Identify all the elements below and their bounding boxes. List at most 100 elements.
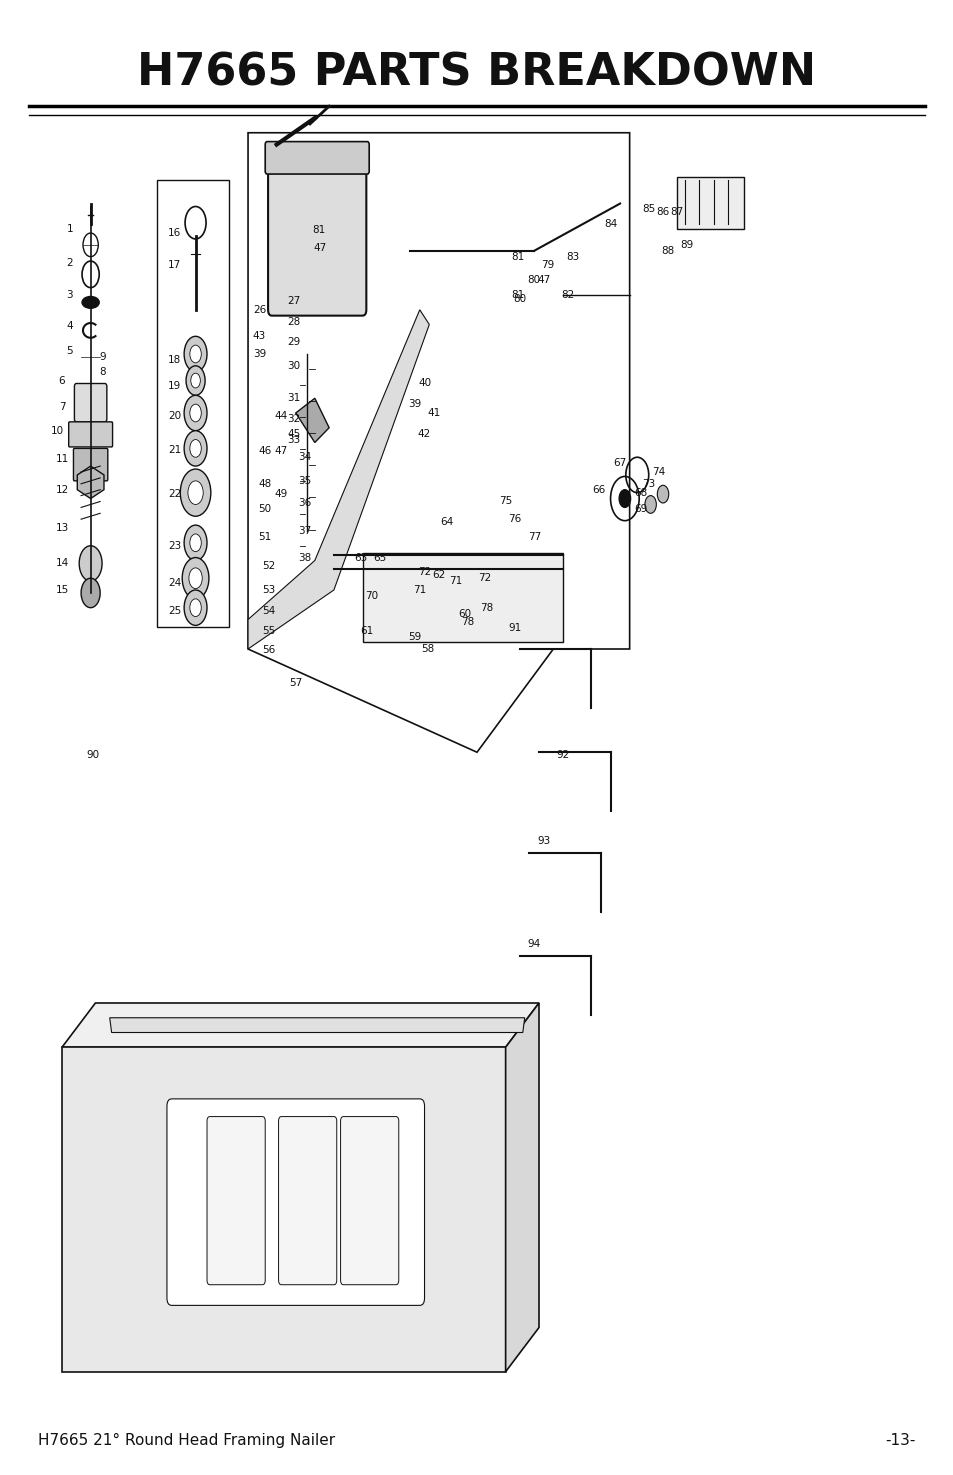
Circle shape	[81, 578, 100, 608]
Text: 70: 70	[365, 591, 378, 600]
FancyBboxPatch shape	[207, 1117, 265, 1285]
Polygon shape	[295, 398, 329, 442]
Text: 68: 68	[634, 488, 647, 497]
Text: 26: 26	[253, 305, 266, 314]
Text: 17: 17	[168, 261, 181, 270]
Text: 58: 58	[420, 645, 434, 653]
Text: 59: 59	[408, 633, 421, 642]
Circle shape	[190, 599, 201, 617]
Text: 6: 6	[59, 376, 65, 385]
Text: 81: 81	[511, 291, 524, 299]
Text: 63: 63	[354, 553, 367, 562]
Text: 71: 71	[413, 586, 426, 594]
Text: 78: 78	[460, 618, 474, 627]
Text: 34: 34	[298, 453, 312, 462]
Text: 93: 93	[537, 836, 550, 845]
Text: 65: 65	[373, 553, 386, 562]
Text: 75: 75	[498, 497, 512, 506]
Text: 69: 69	[634, 504, 647, 513]
Text: 81: 81	[511, 252, 524, 261]
Text: 53: 53	[262, 586, 275, 594]
Text: 22: 22	[168, 490, 181, 499]
Text: H7665 PARTS BREAKDOWN: H7665 PARTS BREAKDOWN	[137, 52, 816, 94]
Text: 82: 82	[560, 291, 574, 299]
Text: 73: 73	[641, 479, 655, 488]
Text: 32: 32	[287, 414, 300, 423]
Text: 90: 90	[86, 751, 99, 760]
Text: 87: 87	[670, 208, 683, 217]
Text: 15: 15	[55, 586, 69, 594]
Text: 91: 91	[508, 624, 521, 633]
Text: 35: 35	[298, 476, 312, 485]
Text: 61: 61	[360, 627, 374, 636]
FancyBboxPatch shape	[278, 1117, 336, 1285]
Text: 49: 49	[274, 490, 288, 499]
Circle shape	[644, 496, 656, 513]
Text: 23: 23	[168, 541, 181, 550]
Text: 21: 21	[168, 445, 181, 454]
Text: 24: 24	[168, 578, 181, 587]
Polygon shape	[505, 1003, 538, 1372]
Circle shape	[184, 395, 207, 431]
Text: 12: 12	[55, 485, 69, 494]
Text: 43: 43	[253, 332, 266, 341]
Text: 64: 64	[439, 518, 453, 527]
Text: 48: 48	[258, 479, 272, 488]
Text: 80: 80	[527, 276, 540, 285]
Circle shape	[190, 345, 201, 363]
Text: 74: 74	[651, 468, 664, 476]
Text: 85: 85	[641, 205, 655, 214]
Circle shape	[618, 490, 630, 507]
Polygon shape	[110, 1018, 524, 1032]
Text: 31: 31	[287, 394, 300, 403]
Text: 84: 84	[603, 220, 617, 229]
Text: 47: 47	[313, 243, 326, 252]
Text: 33: 33	[287, 435, 300, 444]
Circle shape	[186, 366, 205, 395]
Circle shape	[191, 373, 200, 388]
Circle shape	[180, 469, 211, 516]
Text: 27: 27	[287, 296, 300, 305]
Text: 72: 72	[417, 568, 431, 577]
Text: 56: 56	[262, 646, 275, 655]
Text: 16: 16	[168, 229, 181, 237]
Text: 66: 66	[592, 485, 605, 494]
Text: -13-: -13-	[884, 1434, 915, 1448]
Text: 54: 54	[262, 606, 275, 615]
Text: 13: 13	[55, 524, 69, 532]
Text: 45: 45	[287, 429, 300, 438]
Circle shape	[188, 481, 203, 504]
Text: 62: 62	[432, 571, 445, 580]
Polygon shape	[677, 177, 743, 229]
Polygon shape	[77, 466, 104, 499]
Text: 46: 46	[258, 447, 272, 456]
Circle shape	[184, 431, 207, 466]
Text: 60: 60	[457, 609, 471, 618]
FancyBboxPatch shape	[268, 156, 366, 316]
Ellipse shape	[82, 296, 99, 308]
Text: 4: 4	[67, 322, 72, 330]
Text: 20: 20	[168, 412, 181, 420]
Text: 67: 67	[613, 459, 626, 468]
Text: 52: 52	[262, 562, 275, 571]
Circle shape	[657, 485, 668, 503]
Text: 1: 1	[67, 224, 72, 233]
FancyBboxPatch shape	[74, 384, 107, 422]
Text: 30: 30	[287, 361, 300, 370]
Polygon shape	[362, 553, 562, 642]
Text: 28: 28	[287, 317, 300, 326]
Text: H7665 21° Round Head Framing Nailer: H7665 21° Round Head Framing Nailer	[38, 1434, 335, 1448]
Text: 81: 81	[312, 226, 325, 235]
Text: 7: 7	[59, 403, 65, 412]
Text: 76: 76	[508, 515, 521, 524]
Text: 57: 57	[289, 678, 302, 687]
Text: 29: 29	[287, 338, 300, 347]
Circle shape	[190, 534, 201, 552]
Polygon shape	[62, 1047, 505, 1372]
Text: 36: 36	[298, 499, 312, 507]
Text: 10: 10	[51, 426, 64, 435]
Circle shape	[189, 568, 202, 589]
Text: 51: 51	[258, 532, 272, 541]
Text: 38: 38	[298, 553, 312, 562]
Circle shape	[184, 590, 207, 625]
